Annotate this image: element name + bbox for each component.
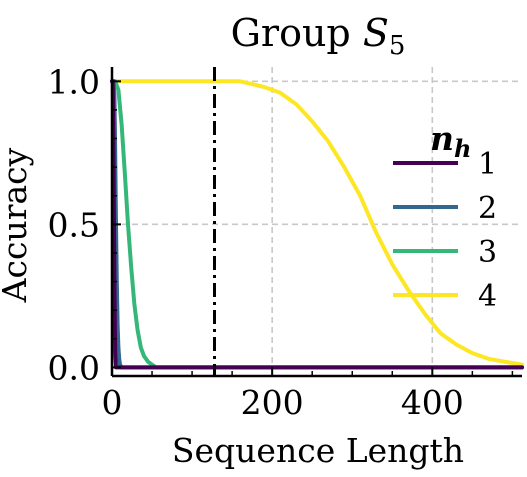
legend-label-4: 4 — [478, 279, 497, 314]
legend-title: nh — [430, 119, 471, 163]
legend: nh 1 2 3 4 — [393, 119, 497, 314]
grid-lines — [112, 67, 522, 376]
legend-label-2: 2 — [478, 191, 497, 226]
y-tick-label-1: 0.5 — [48, 205, 100, 244]
legend-title-n: n — [430, 119, 454, 158]
legend-label-1: 1 — [478, 147, 497, 182]
chart-title-math: S — [363, 11, 389, 55]
chart-title: Group S5 — [231, 11, 406, 61]
x-tick-label-2: 400 — [401, 383, 464, 422]
chart-title-subscript: 5 — [389, 31, 406, 61]
series-line-4 — [110, 79, 524, 367]
axes — [110, 67, 522, 378]
y-tick-label-0: 0.0 — [48, 348, 100, 387]
chart-title-text: Group — [231, 11, 363, 55]
y-axis-label: Accuracy — [0, 147, 34, 303]
y-tick-label-2: 1.0 — [48, 62, 100, 101]
x-axis-label: Sequence Length — [172, 431, 464, 470]
x-tick-label-0: 0 — [102, 383, 123, 422]
legend-title-h: h — [454, 134, 471, 163]
x-tick-label-1: 200 — [241, 383, 304, 422]
legend-label-3: 3 — [478, 235, 497, 270]
ticks: 0 200 400 0.0 0.5 1.0 — [48, 62, 514, 422]
